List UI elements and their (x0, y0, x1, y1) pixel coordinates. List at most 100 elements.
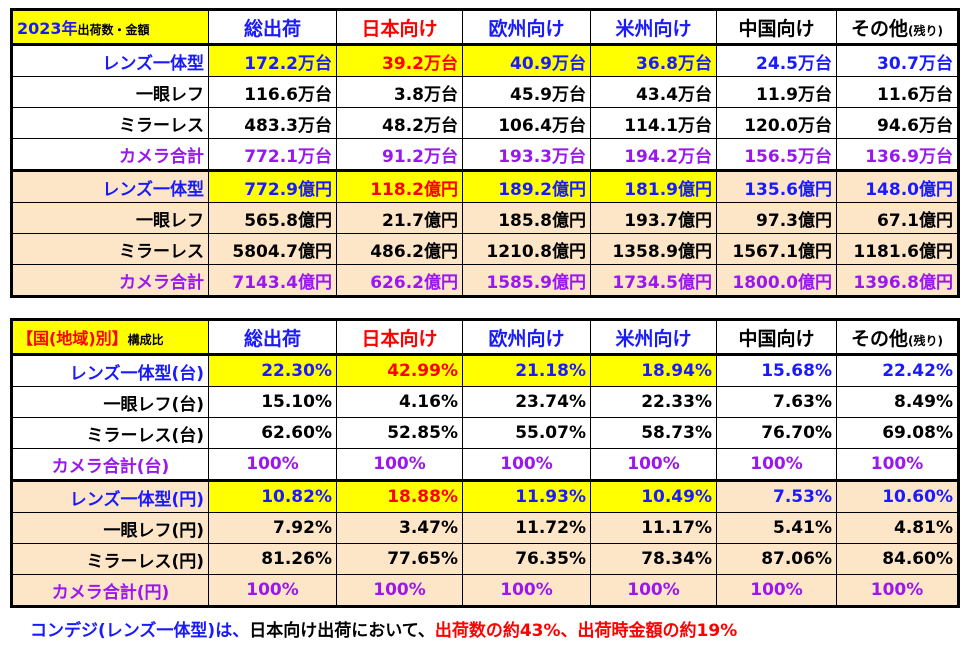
cell-text: その他 (851, 327, 909, 350)
cell-text: 24.5万台 (756, 53, 832, 74)
cell-text: 日本向け (361, 17, 438, 40)
cell-text: 100% (870, 454, 924, 474)
table-row: 一眼レフ(台) 15.10% 4.16% 23.74% 22.33% 7.63% 8.49% (11, 386, 959, 418)
cell-text: ミラーレス (119, 115, 204, 136)
cell-text: 87.06% (761, 549, 832, 569)
cell-text: 69.08% (882, 423, 953, 443)
cell-text: 483.3万台 (244, 115, 332, 136)
value-cell: 189.2億円 (462, 169, 591, 203)
value-cell: 18.94% (590, 354, 717, 387)
value-cell: 772.9億円 (208, 169, 337, 203)
value-cell: 11.6万台 (836, 76, 959, 108)
cell-text: 11.17% (641, 518, 712, 538)
value-cell: 91.2万台 (336, 138, 463, 171)
cell-text: 40.9万台 (510, 53, 586, 74)
cell-text: カメラ合計(円) (51, 582, 170, 603)
note-text: 日本向け出荷において、 (249, 621, 435, 641)
value-cell: 76.35% (462, 543, 591, 575)
table-row: ミラーレス 5804.7億円 486.2億円 1210.8億円 1358.9億円 1567… (11, 233, 959, 265)
value-cell: 116.6万台 (208, 76, 337, 108)
table-row: ミラーレス(台) 62.60% 52.85% 55.07% 58.73% 76.70% 69… (11, 417, 959, 449)
cell-text: 67.1億円 (877, 210, 953, 231)
cell-text: 45.9万台 (510, 84, 586, 105)
cell-text: 120.0万台 (744, 115, 832, 136)
value-cell: 7143.4億円 (208, 264, 337, 297)
cell-text: 1585.9億円 (486, 272, 586, 293)
cell-text: 10.60% (882, 487, 953, 507)
header-cell: 【国(地域)別】構成比 (11, 319, 209, 356)
row-label: カメラ合計 (11, 138, 209, 171)
value-cell: 1358.9億円 (590, 233, 717, 265)
value-cell: 76.70% (716, 417, 837, 449)
header-cell: 2023年出荷数・金額 (11, 9, 209, 46)
cell-text: 5.41% (773, 518, 832, 538)
cell-text: 11.6万台 (877, 84, 953, 105)
value-cell: 81.26% (208, 543, 337, 575)
header-cell: 総出荷 (208, 319, 337, 356)
row-label: ミラーレス (11, 107, 209, 139)
shipment-table: 2023年出荷数・金額 総出荷 日本向け 欧州向け 米州向け 中国向け その他(残り) レンズ… (10, 8, 960, 298)
cell-text: レンズ一体型 (102, 53, 204, 74)
cell-text: 100% (373, 454, 426, 474)
table-row: 一眼レフ(円) 7.92% 3.47% 11.72% 11.17% 5.41% 4.81% (11, 512, 959, 544)
cell-text: 193.7億円 (624, 210, 712, 231)
value-cell: 100% (336, 448, 463, 481)
cell-text: 1396.8億円 (853, 272, 953, 293)
value-cell: 11.93% (462, 479, 591, 513)
cell-text: レンズ一体型(台) (69, 363, 204, 384)
cell-text: その他 (851, 17, 909, 40)
cell-text: 100% (246, 580, 299, 600)
cell-text: 一眼レフ(台) (103, 394, 204, 415)
row-label: レンズ一体型 (11, 44, 209, 77)
row-label: ミラーレス (11, 233, 209, 265)
cell-text: 15.10% (261, 392, 332, 412)
cell-text: 出荷数・金額 (77, 23, 150, 37)
note-text: コンデジ(レンズ一体型)は、 (30, 621, 250, 641)
cell-text: 772.1万台 (244, 146, 332, 167)
value-cell: 22.33% (590, 386, 717, 418)
cell-text: 5804.7億円 (232, 241, 332, 262)
cell-text: 7.92% (273, 518, 332, 538)
value-cell: 97.3億円 (716, 202, 837, 234)
value-cell: 100% (208, 574, 337, 607)
header-cell: その他(残り) (836, 9, 959, 46)
cell-text: 114.1万台 (624, 115, 712, 136)
header-row: 2023年出荷数・金額 総出荷 日本向け 欧州向け 米州向け 中国向け その他(残り) (11, 9, 959, 46)
cell-text: 一眼レフ (136, 84, 204, 105)
value-cell: 100% (836, 448, 959, 481)
value-cell: 58.73% (590, 417, 717, 449)
cell-text: 52.85% (387, 423, 458, 443)
value-cell: 100% (590, 448, 717, 481)
cell-text: 一眼レフ (136, 210, 204, 231)
cell-text: 欧州向け (488, 17, 565, 40)
cell-text: 100% (750, 580, 803, 600)
value-cell: 21.7億円 (336, 202, 463, 234)
value-cell: 48.2万台 (336, 107, 463, 139)
value-cell: 135.6億円 (716, 169, 837, 203)
cell-text: 62.60% (261, 423, 332, 443)
value-cell: 172.2万台 (208, 44, 337, 77)
cell-text: 116.6万台 (244, 84, 332, 105)
cell-text: 36.8万台 (636, 53, 712, 74)
cell-text: 100% (870, 580, 924, 600)
cell-text: 米州向け (615, 17, 692, 40)
value-cell: 5.41% (716, 512, 837, 544)
cell-text: 11.93% (515, 487, 586, 507)
value-cell: 7.53% (716, 479, 837, 513)
cell-text: 22.30% (261, 361, 332, 381)
cell-text: カメラ合計(台) (51, 456, 170, 477)
cell-text: 42.99% (387, 361, 458, 381)
cell-text: 4.16% (399, 392, 458, 412)
value-cell: 100% (836, 574, 959, 607)
cell-text: 486.2億円 (370, 241, 458, 262)
cell-text: 156.5万台 (744, 146, 832, 167)
value-cell: 84.60% (836, 543, 959, 575)
value-cell: 69.08% (836, 417, 959, 449)
cell-text: 172.2万台 (244, 53, 332, 74)
value-cell: 100% (716, 574, 837, 607)
cell-text: (残り) (908, 333, 943, 348)
table-row: 一眼レフ 116.6万台 3.8万台 45.9万台 43.4万台 11.9万台 11.6万台 (11, 76, 959, 108)
row-label: 一眼レフ(円) (11, 512, 209, 544)
value-cell: 100% (208, 448, 337, 481)
